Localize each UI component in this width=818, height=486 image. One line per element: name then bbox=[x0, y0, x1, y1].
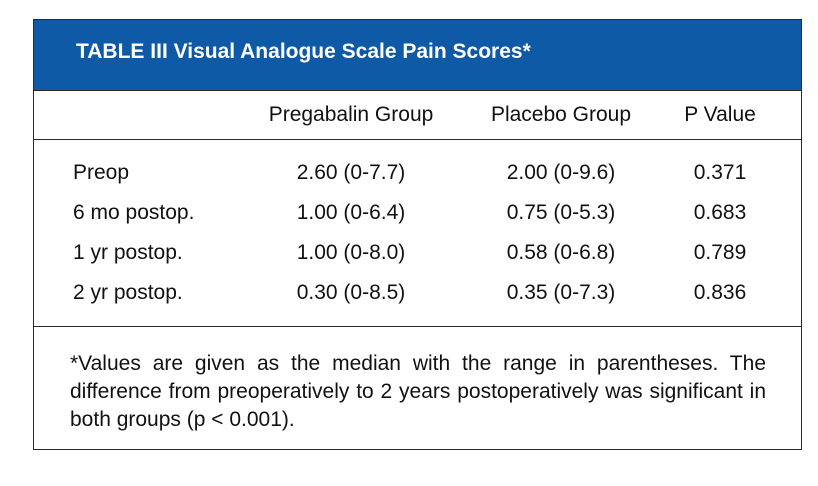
table-title-bar: TABLE III Visual Analogue Scale Pain Sco… bbox=[34, 20, 801, 91]
placebo-value: 0.58 (0-6.8) bbox=[506, 241, 616, 264]
table-footnote: *Values are given as the median with the… bbox=[70, 352, 766, 431]
column-header-placebo: Placebo Group bbox=[490, 103, 632, 126]
table-header-row: Pregabalin Group Placebo Group P Value bbox=[34, 91, 801, 140]
pregabalin-value: 0.30 (0-8.5) bbox=[296, 281, 406, 304]
table-row: Preop 2.60 (0-7.7) 2.00 (0-9.6) 0.371 bbox=[34, 161, 801, 201]
pregabalin-value: 1.00 (0-6.4) bbox=[296, 201, 406, 224]
row-label: 6 mo postop. bbox=[73, 201, 195, 224]
table-title: TABLE III Visual Analogue Scale Pain Sco… bbox=[76, 40, 531, 63]
pain-scores-table: TABLE III Visual Analogue Scale Pain Sco… bbox=[33, 19, 802, 450]
column-header-pregabalin: Pregabalin Group bbox=[268, 103, 434, 126]
pregabalin-value: 1.00 (0-8.0) bbox=[296, 241, 406, 264]
p-value: 0.836 bbox=[693, 281, 747, 304]
row-label: 2 yr postop. bbox=[73, 281, 183, 304]
table-row: 1 yr postop. 1.00 (0-8.0) 0.58 (0-6.8) 0… bbox=[34, 241, 801, 281]
table-row: 2 yr postop. 0.30 (0-8.5) 0.35 (0-7.3) 0… bbox=[34, 281, 801, 321]
placebo-value: 0.35 (0-7.3) bbox=[506, 281, 616, 304]
pregabalin-value: 2.60 (0-7.7) bbox=[296, 161, 406, 184]
column-header-p-value: P Value bbox=[684, 103, 756, 126]
placebo-value: 0.75 (0-5.3) bbox=[506, 201, 616, 224]
row-label: 1 yr postop. bbox=[73, 241, 183, 264]
p-value: 0.789 bbox=[693, 241, 747, 264]
row-label: Preop bbox=[73, 161, 130, 184]
p-value: 0.683 bbox=[693, 201, 747, 224]
table-body: Preop 2.60 (0-7.7) 2.00 (0-9.6) 0.371 6 … bbox=[34, 140, 801, 327]
p-value: 0.371 bbox=[693, 161, 747, 184]
table-row: 6 mo postop. 1.00 (0-6.4) 0.75 (0-5.3) 0… bbox=[34, 201, 801, 241]
placebo-value: 2.00 (0-9.6) bbox=[506, 161, 616, 184]
